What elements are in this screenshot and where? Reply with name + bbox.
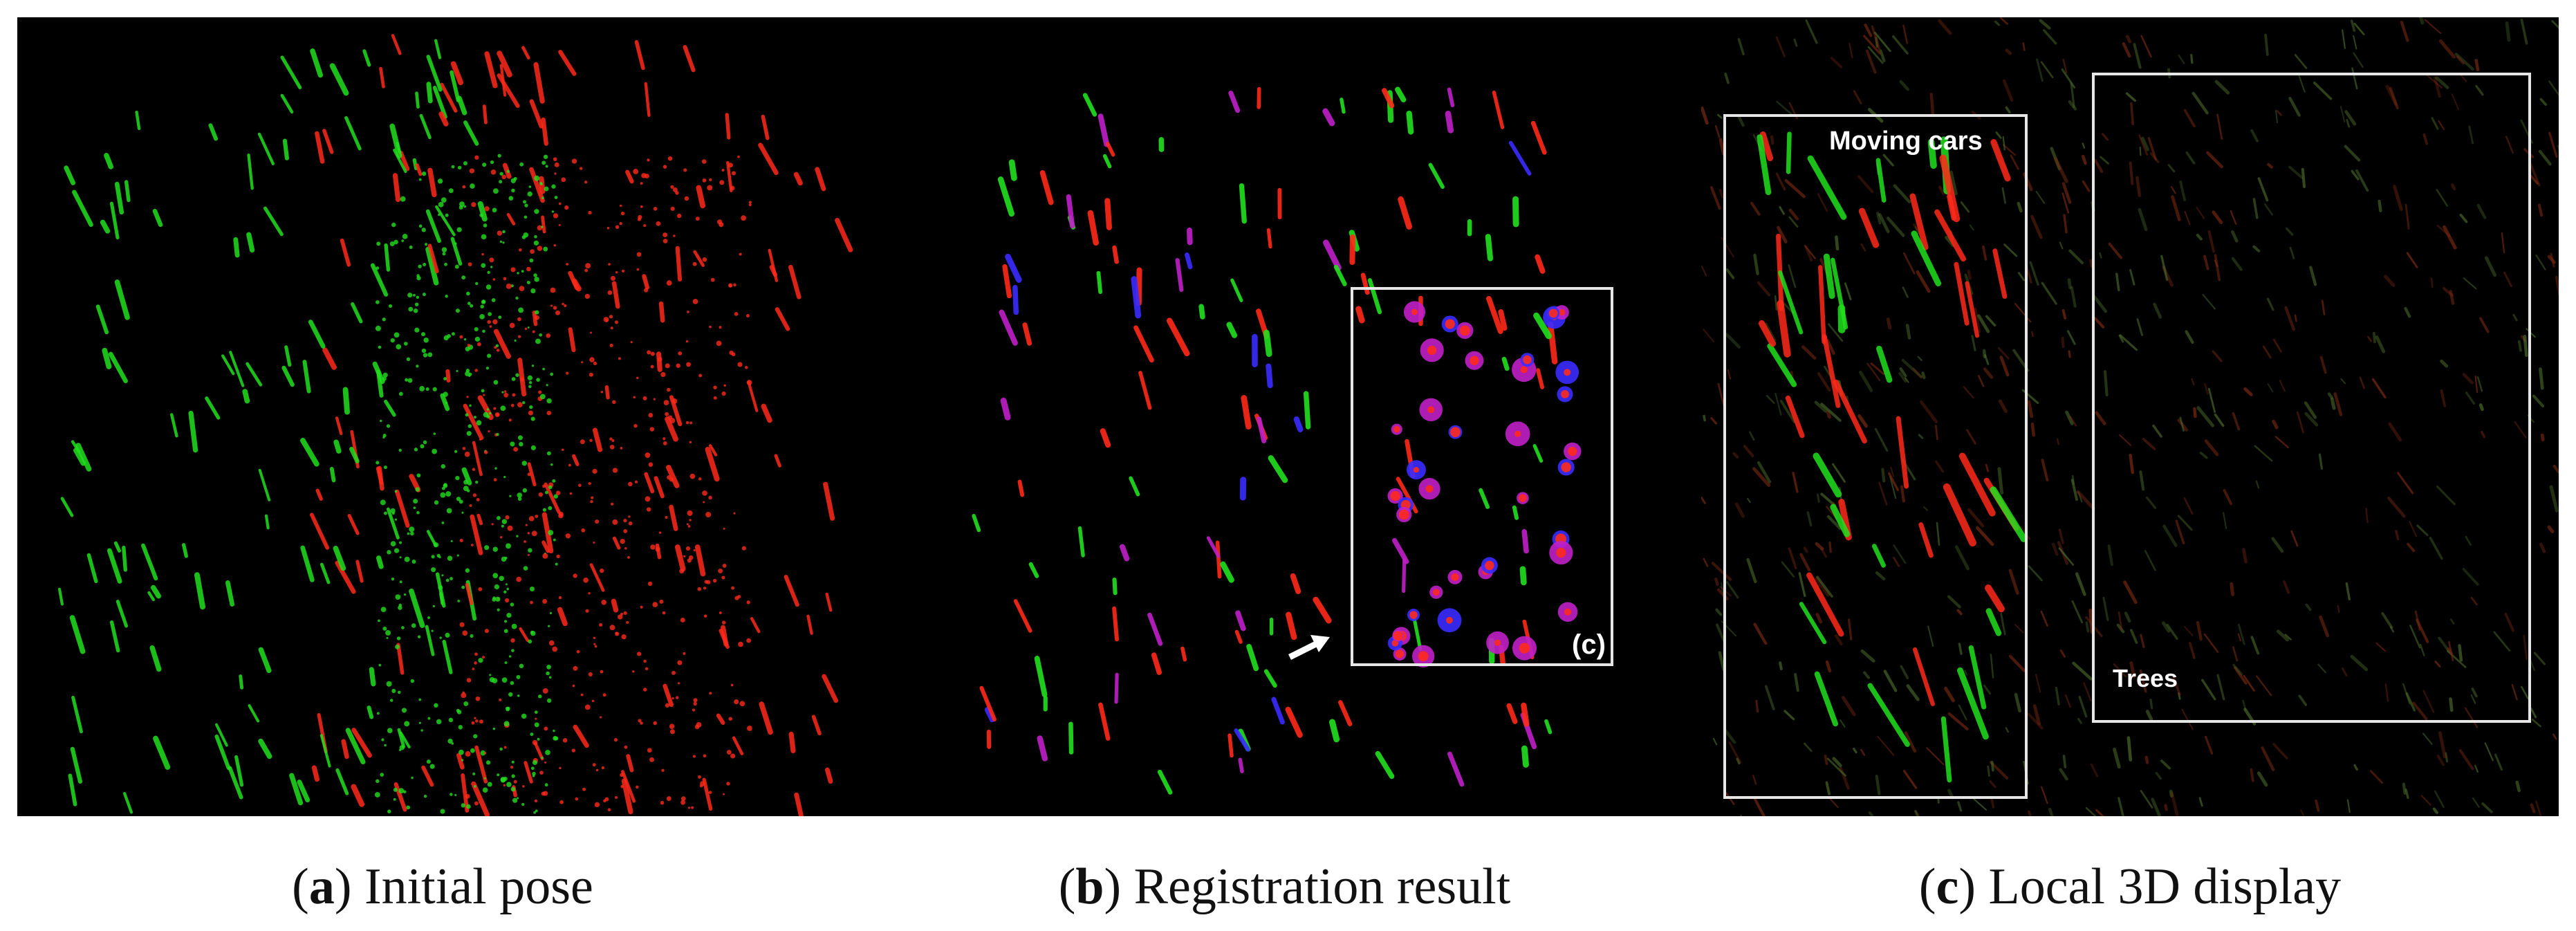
inset-label: (c) bbox=[1572, 629, 1606, 660]
trees-box bbox=[2092, 73, 2531, 723]
panel-local-3d-display: Moving cars Trees bbox=[1701, 17, 2559, 816]
point-cloud-registration-result bbox=[972, 86, 1582, 795]
panel-registration-result: (c) bbox=[868, 17, 1701, 816]
moving-cars-box bbox=[1723, 114, 2028, 799]
caption-b: (b) Registration result bbox=[1058, 858, 1511, 915]
point-cloud-local-3d bbox=[1701, 17, 2559, 816]
moving-cars-label: Moving cars bbox=[1829, 127, 1983, 156]
trees-label: Trees bbox=[2113, 664, 2178, 692]
arrow-icon bbox=[1288, 635, 1330, 661]
point-cloud-initial-pose bbox=[57, 34, 853, 816]
caption-a: (a) Initial pose bbox=[292, 858, 593, 915]
inset-region-box bbox=[1351, 287, 1613, 666]
panel-initial-pose bbox=[17, 17, 868, 816]
caption-c: (c) Local 3D display bbox=[1918, 858, 2342, 915]
